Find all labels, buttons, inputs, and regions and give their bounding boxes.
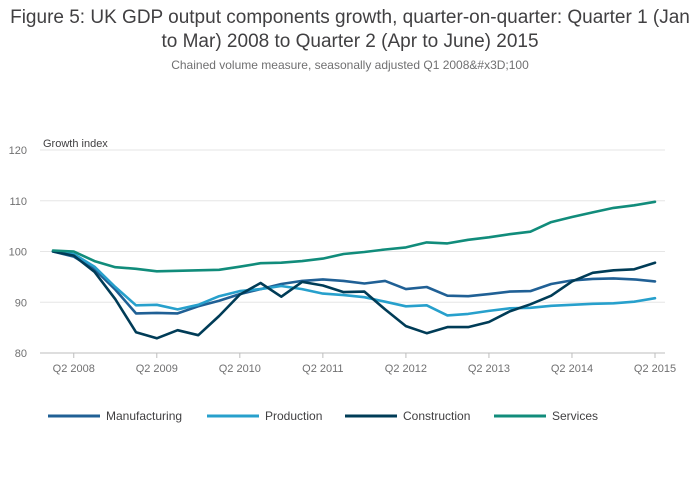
y-tick-label: 80 <box>15 348 27 360</box>
x-axis: Q2 2008 Q2 2009 Q2 2010 Q2 2011 Q2 2012 Q2 20… <box>53 353 676 375</box>
chart-subtitle: Chained volume measure, seasonally adjus… <box>171 58 529 72</box>
x-tick-label: Q2 2009 <box>136 363 178 375</box>
series-lines <box>51 200 657 340</box>
series-line-production <box>51 250 657 317</box>
gridlines <box>40 149 665 354</box>
legend-item-production[interactable]: Production <box>207 409 322 423</box>
x-tick-label: Q2 2008 <box>53 363 95 375</box>
y-axis-label: Growth index <box>43 138 108 150</box>
chart-title: Figure 5: UK GDP output components growt… <box>10 7 690 52</box>
legend-item-construction[interactable]: Construction <box>345 409 470 423</box>
legend-item-services[interactable]: Services <box>494 409 598 423</box>
series-line-construction <box>51 250 657 340</box>
legend-label: Manufacturing <box>106 409 182 423</box>
x-tick-label: Q2 2015 <box>634 363 676 375</box>
legend-label: Services <box>552 409 598 423</box>
y-tick-label: 90 <box>15 297 27 309</box>
y-tick-label: 110 <box>9 196 27 208</box>
series-line-manufacturing <box>51 250 657 315</box>
x-tick-label: Q2 2014 <box>551 363 593 375</box>
legend[interactable]: Manufacturing Production Construction Servi… <box>48 409 598 423</box>
x-tick-label: Q2 2011 <box>302 363 343 375</box>
y-tick-label: 100 <box>9 247 27 259</box>
legend-label: Production <box>265 409 322 423</box>
x-tick-label: Q2 2010 <box>219 363 261 375</box>
series-line-services <box>51 200 657 273</box>
x-tick-label: Q2 2013 <box>468 363 510 375</box>
x-tick-label: Q2 2012 <box>385 363 427 375</box>
legend-label: Construction <box>403 409 470 423</box>
y-axis-ticks: 80 90 100 110 120 <box>9 145 27 360</box>
y-tick-label: 120 <box>9 145 27 157</box>
legend-item-manufacturing[interactable]: Manufacturing <box>48 409 182 423</box>
